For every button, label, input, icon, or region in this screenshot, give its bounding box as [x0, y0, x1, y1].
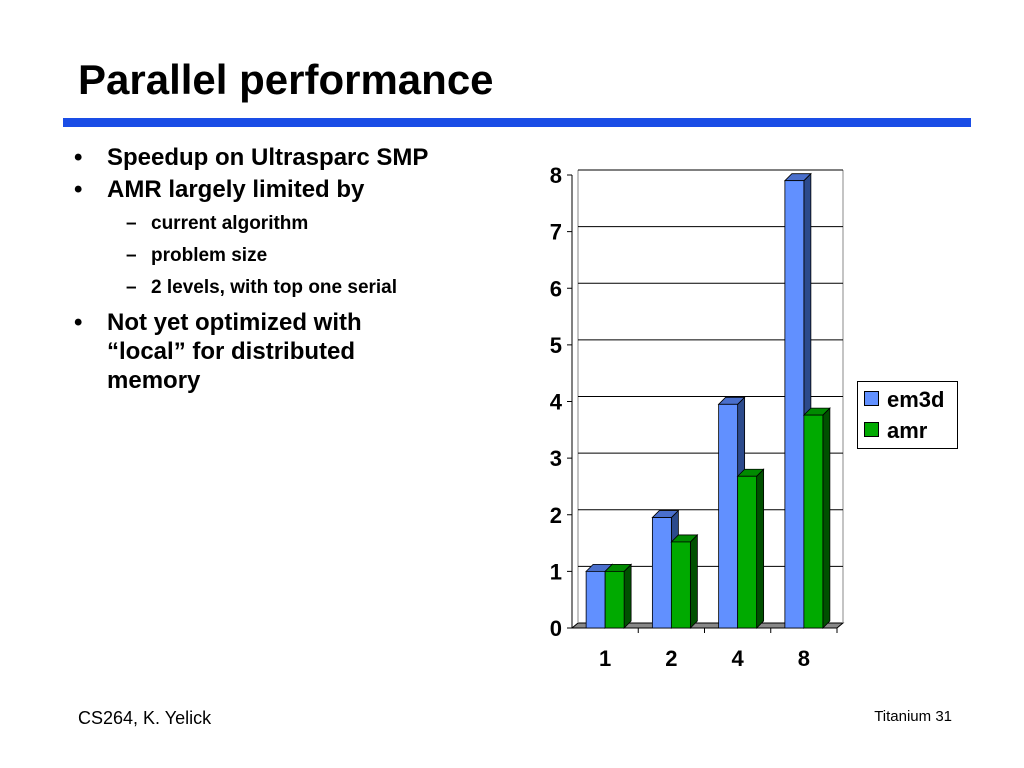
y-tick-label: 0	[550, 616, 562, 641]
y-tick-label: 6	[550, 276, 562, 301]
legend: em3d amr	[857, 381, 958, 449]
sub-bullet: current algorithm	[74, 212, 514, 236]
legend-label: amr	[887, 418, 928, 443]
bar-em3d-8	[784, 180, 805, 629]
x-tick-label: 2	[665, 646, 677, 671]
title-rule	[63, 118, 971, 127]
legend-item-amr: amr	[864, 418, 927, 444]
legend-swatch	[864, 391, 879, 406]
footer-page: Titanium 31	[874, 708, 952, 725]
slide-title: Parallel performance	[78, 56, 494, 103]
bullet: Speedup on Ultrasparc SMP	[74, 143, 514, 172]
bar-amr-2	[670, 541, 691, 629]
bar-amr-4	[737, 475, 758, 629]
x-tick-label: 8	[798, 646, 810, 671]
y-tick-label: 3	[550, 446, 562, 471]
bar-side-amr	[822, 407, 831, 629]
y-tick-label: 5	[550, 333, 562, 358]
bar-side-amr	[623, 563, 632, 629]
sub-bullet: 2 levels, with top one serial	[74, 276, 514, 300]
x-tick-label: 1	[599, 646, 611, 671]
bar-amr-8	[803, 414, 824, 629]
legend-label: em3d	[887, 387, 945, 412]
y-tick-label: 7	[550, 220, 562, 245]
bullet-list: Speedup on Ultrasparc SMP AMR largely li…	[74, 140, 514, 395]
y-tick-label: 2	[550, 503, 562, 528]
bar-side-amr	[756, 468, 765, 629]
bar-side-amr	[689, 533, 698, 629]
footer-author: CS264, K. Yelick	[78, 708, 212, 728]
y-tick-label: 1	[550, 559, 562, 584]
bar-em3d-1	[585, 570, 606, 629]
y-tick-label: 8	[550, 163, 562, 188]
y-tick-label: 4	[550, 390, 563, 415]
bar-em3d-4	[718, 403, 739, 629]
x-tick-label: 4	[732, 646, 745, 671]
legend-swatch	[864, 422, 879, 437]
sub-bullet: problem size	[74, 244, 514, 268]
bullet: AMR largely limited by	[74, 175, 514, 204]
bar-em3d-2	[651, 517, 672, 629]
bullet: Not yet optimized with “local” for distr…	[74, 308, 447, 395]
bar-amr-1	[604, 570, 625, 629]
legend-item-em3d: em3d	[864, 387, 944, 413]
